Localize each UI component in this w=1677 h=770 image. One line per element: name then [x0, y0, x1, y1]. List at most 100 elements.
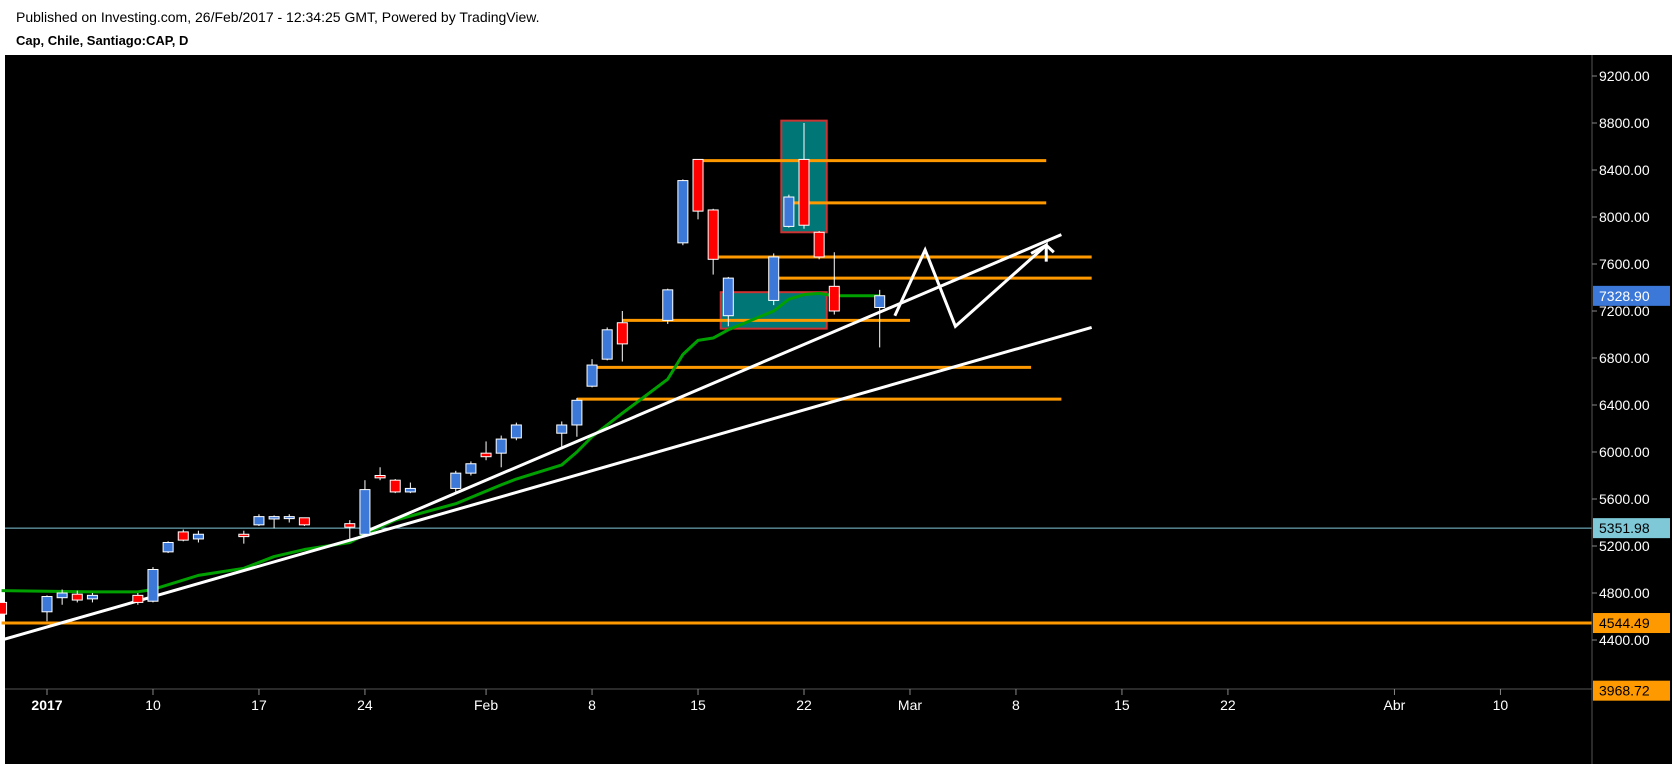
- candle-body: [41, 596, 53, 613]
- candle-29: [616, 311, 628, 362]
- y-tick-label-1: 8800.00: [1599, 115, 1650, 131]
- price-label-0: 7328.90: [1599, 288, 1650, 304]
- candle-body: [813, 231, 825, 258]
- candle-body: [677, 180, 689, 244]
- candle-34: [722, 276, 734, 327]
- x-tick-label-6: 15: [690, 697, 706, 713]
- candle-35: [768, 253, 780, 306]
- y-tick-label-10: 5200.00: [1599, 538, 1650, 554]
- candle-22: [480, 441, 492, 461]
- candle-body: [571, 399, 583, 426]
- candle-33: [707, 208, 719, 275]
- candle-6: [147, 567, 159, 603]
- candle-body: [662, 289, 674, 321]
- candle-18: [389, 479, 401, 494]
- candle-31: [677, 179, 689, 246]
- projection-path: [893, 241, 1048, 329]
- candle-body: [465, 463, 477, 474]
- price-labels-layer: 7328.90 5351.98 4544.49 3968.72: [1593, 285, 1670, 701]
- candle-body: [722, 277, 734, 317]
- candle-7: [162, 541, 174, 554]
- candle-body: [177, 531, 189, 541]
- y-tick-label-8: 6000.00: [1599, 444, 1650, 460]
- candle-body: [162, 541, 174, 553]
- candle-body: [71, 593, 83, 601]
- y-tick-label-2: 8400.00: [1599, 162, 1650, 178]
- candle-body: [374, 475, 386, 479]
- candle-body: [828, 285, 840, 312]
- candle-27: [586, 359, 598, 388]
- candle-body: [253, 516, 265, 526]
- candle-25: [556, 421, 568, 448]
- y-tick-label-7: 6400.00: [1599, 397, 1650, 413]
- candle-body: [556, 424, 568, 434]
- candle-body: [192, 533, 204, 540]
- candle-26: [571, 397, 583, 437]
- candle-12: [268, 515, 280, 529]
- candle-14: [298, 517, 310, 527]
- candle-3: [71, 590, 83, 603]
- price-label-bg-3: [1593, 680, 1670, 701]
- candle-body: [0, 601, 8, 615]
- candle-11: [253, 514, 265, 527]
- price-label-2: 4544.49: [1599, 615, 1650, 631]
- candle-10: [238, 530, 250, 544]
- candle-body: [874, 295, 886, 308]
- candle-body: [404, 487, 416, 493]
- candle-13: [283, 514, 295, 523]
- candle-body: [132, 594, 144, 603]
- published-attribution: Published on Investing.com, 26/Feb/2017 …: [16, 9, 540, 25]
- x-tick-label-13: 10: [1493, 697, 1509, 713]
- y-tick-label-12: 4400.00: [1599, 632, 1650, 648]
- trendlines-layer: [1, 233, 1093, 642]
- candle-38: [813, 231, 825, 260]
- y-tick-label-0: 9200.00: [1599, 68, 1650, 84]
- y-tick-label-6: 6800.00: [1599, 350, 1650, 366]
- price-label-bg-2: [1593, 613, 1670, 634]
- candle-8: [177, 529, 189, 542]
- x-tick-label-3: 24: [357, 697, 373, 713]
- y-tick-label-3: 8000.00: [1599, 209, 1650, 225]
- candle-body: [798, 158, 810, 226]
- projection-layer: [893, 241, 1055, 329]
- ema-layer: [1, 291, 880, 594]
- candle-36: [783, 194, 795, 228]
- price-label-1: 5351.98: [1599, 520, 1650, 536]
- candle-15: [344, 520, 356, 542]
- candle-32: [692, 158, 704, 220]
- candle-1: [41, 595, 53, 622]
- x-tick-label-1: 10: [145, 697, 161, 713]
- x-tick-label-0: 2017: [31, 697, 62, 713]
- x-tick-label-4: Feb: [474, 697, 498, 713]
- candlestick-chart[interactable]: 9200.00 8800.00 8400.00 8000.00 7600.00 7200.…: [0, 55, 1677, 770]
- candle-4: [86, 593, 98, 603]
- candle-body: [268, 516, 280, 520]
- candle-body: [86, 594, 98, 600]
- candle-2: [56, 589, 68, 605]
- candle-body: [359, 489, 371, 535]
- candle-5: [132, 593, 144, 605]
- candle-body: [586, 364, 598, 387]
- symbol-title: Cap, Chile, Santiago:CAP, D: [16, 33, 189, 48]
- plot-background: [5, 55, 1672, 764]
- projection-arrow-head: [1030, 243, 1055, 255]
- candle-body: [147, 569, 159, 602]
- candle-body: [495, 438, 507, 454]
- candle-body: [389, 479, 401, 493]
- time-axis[interactable]: 2017 10 17 24 Feb 8 15 22 Mar 8 15 22 Abr 10: [31, 689, 1508, 713]
- price-axis[interactable]: 9200.00 8800.00 8400.00 8000.00 7600.00 7200.…: [1592, 68, 1650, 648]
- y-tick-label-9: 5600.00: [1599, 491, 1650, 507]
- ema-line: [1, 291, 880, 594]
- price-label-bg-1: [1593, 518, 1670, 539]
- candle-body: [707, 209, 719, 260]
- candle-body: [783, 196, 795, 227]
- y-tick-label-11: 4800.00: [1599, 585, 1650, 601]
- candle-9: [192, 530, 204, 543]
- candle-28: [601, 327, 613, 361]
- x-tick-label-5: 8: [588, 697, 596, 713]
- candle-body: [450, 472, 462, 489]
- candle-21: [465, 461, 477, 476]
- candle-body: [692, 158, 704, 212]
- candle-30: [662, 288, 674, 324]
- price-label-3: 3968.72: [1599, 683, 1650, 699]
